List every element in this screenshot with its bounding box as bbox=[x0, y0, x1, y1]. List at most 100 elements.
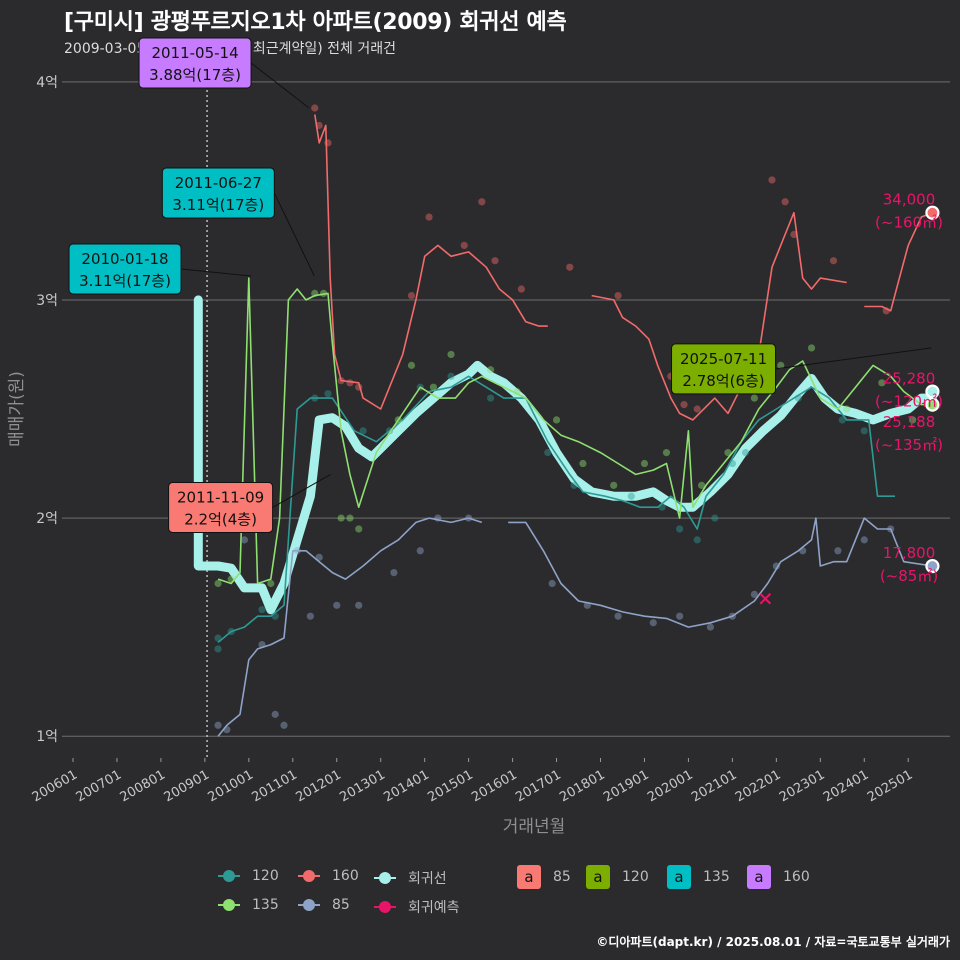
end-label-area: (~120㎡) bbox=[875, 393, 943, 411]
series-160 bbox=[311, 104, 933, 421]
data-point-85 bbox=[548, 579, 556, 588]
annotation-price: 2.78억(6층) bbox=[682, 372, 764, 390]
annotation-box bbox=[138, 37, 252, 89]
data-point-135 bbox=[552, 416, 561, 424]
annotation-date: 2010-01-18 bbox=[81, 250, 168, 268]
chart-title: [구미시] 광평푸르지오1차 아파트(2009) 회귀선 예측 bbox=[64, 10, 567, 35]
data-point-120 bbox=[544, 449, 552, 457]
data-point-135 bbox=[214, 579, 222, 588]
data-point-85 bbox=[315, 553, 323, 561]
data-point-160 bbox=[614, 291, 622, 300]
data-point-85 bbox=[834, 547, 842, 555]
regression-line bbox=[193, 295, 937, 615]
data-point-135 bbox=[346, 514, 354, 522]
x-tick-label: 200801 bbox=[118, 767, 168, 805]
legend-swatch-120 bbox=[218, 869, 240, 883]
data-point-135 bbox=[579, 459, 587, 468]
legend-label-160: 160 bbox=[332, 868, 359, 884]
x-tick-label: 201901 bbox=[601, 767, 651, 805]
source-caption: ©디아파트(dapt.kr) / 2025.08.01 / 자료=국토교통부 실… bbox=[596, 935, 950, 949]
legend-swatch-160 bbox=[298, 869, 320, 883]
annotation-2011-05-14: 2011-05-14 3.88억(17층) bbox=[138, 37, 310, 109]
series-line-120 bbox=[217, 375, 895, 644]
x-tick-label: 201301 bbox=[337, 767, 387, 805]
annotation-price: 3.11억(17층) bbox=[79, 272, 171, 290]
data-point-85 bbox=[214, 721, 222, 729]
data-point-120 bbox=[860, 427, 868, 435]
annotation-2010-01-18: 2010-01-18 3.11억(17층) bbox=[68, 243, 252, 295]
data-point-120 bbox=[258, 606, 266, 614]
data-point-120 bbox=[359, 427, 367, 435]
data-point-160 bbox=[790, 230, 798, 239]
annotation-2011-11-09: 2011-11-09 2.2억(4층) bbox=[168, 474, 331, 533]
data-point-120 bbox=[324, 390, 332, 398]
x-tick-label: 202401 bbox=[821, 767, 871, 805]
data-point-120 bbox=[741, 449, 750, 457]
annotation-leader bbox=[180, 268, 252, 277]
legend-box-item-120: a 120 bbox=[586, 865, 649, 889]
endpoint-marker-reg bbox=[925, 384, 940, 399]
end-label-area: (~85㎡) bbox=[880, 567, 938, 585]
x-tick-label: 201601 bbox=[469, 767, 519, 805]
annotation-date: 2025-07-11 bbox=[680, 350, 767, 368]
x-tick-label: 201201 bbox=[293, 767, 343, 805]
data-point-120 bbox=[627, 492, 635, 500]
annotation-price: 2.2억(4층) bbox=[184, 510, 257, 528]
data-point-85 bbox=[676, 612, 684, 620]
data-point-120 bbox=[693, 536, 701, 544]
legend-box-135: a bbox=[667, 865, 691, 889]
x-tick-label: 200701 bbox=[74, 767, 124, 805]
data-point-160 bbox=[829, 257, 838, 265]
data-point-120 bbox=[447, 372, 455, 380]
data-point-160 bbox=[478, 198, 486, 206]
series-85 bbox=[214, 514, 933, 737]
legend-box-item-135: a 135 bbox=[667, 865, 730, 889]
data-point-85 bbox=[271, 710, 279, 718]
annotation-box bbox=[168, 481, 274, 533]
annotation-box bbox=[671, 343, 777, 395]
end-label-value: 25,188 bbox=[883, 413, 936, 431]
data-point-120 bbox=[214, 645, 222, 653]
data-point-135 bbox=[267, 579, 275, 588]
legend-swatch-85 bbox=[298, 898, 320, 912]
annotation-leader bbox=[775, 347, 932, 370]
data-point-160 bbox=[781, 198, 789, 206]
legend-swatch-regression bbox=[374, 871, 396, 885]
data-point-135 bbox=[407, 361, 416, 369]
x-tick-label: 202001 bbox=[645, 767, 695, 805]
data-point-160 bbox=[680, 401, 688, 409]
data-point-160 bbox=[517, 285, 525, 293]
y-tick-label: 1억 bbox=[36, 729, 58, 745]
x-tick-label: 200901 bbox=[162, 767, 212, 805]
data-point-135 bbox=[843, 405, 851, 413]
series-line-160 bbox=[314, 114, 933, 421]
legend-box-label-85: 85 bbox=[553, 869, 571, 885]
x-tick-label: 201501 bbox=[425, 767, 475, 805]
endpoint-marker-s160 bbox=[925, 205, 940, 220]
annotation-price: 3.88억(17층) bbox=[149, 66, 241, 84]
annotation-2011-06-27: 2011-06-27 3.11억(17층) bbox=[161, 167, 315, 277]
legend-item-prediction: 회귀예측 bbox=[374, 897, 460, 917]
data-point-135 bbox=[724, 449, 732, 457]
data-point-160 bbox=[693, 405, 701, 413]
x-tick-label: 201001 bbox=[206, 767, 256, 805]
annotation-price: 3.11억(17층) bbox=[172, 196, 264, 214]
x-tick-label: 200601 bbox=[30, 767, 80, 805]
legend-item-135: 135 bbox=[218, 897, 279, 913]
data-point-120 bbox=[838, 416, 846, 424]
series-line-85 bbox=[217, 517, 933, 737]
x-tick-label: 201401 bbox=[381, 767, 431, 805]
data-point-135 bbox=[878, 379, 886, 387]
data-point-160 bbox=[460, 241, 468, 250]
annotation-leader bbox=[250, 62, 310, 109]
x-tick-label: 202201 bbox=[733, 767, 783, 805]
series-135 bbox=[214, 277, 933, 588]
data-point-85 bbox=[860, 536, 868, 544]
y-tick-label: 3억 bbox=[36, 293, 58, 309]
data-point-160 bbox=[425, 213, 433, 221]
annotation-box bbox=[68, 243, 182, 295]
data-point-135 bbox=[750, 394, 758, 402]
legend-box-160: a bbox=[747, 865, 771, 889]
data-point-135 bbox=[337, 514, 345, 522]
legend-box-label-135: 135 bbox=[703, 869, 730, 885]
